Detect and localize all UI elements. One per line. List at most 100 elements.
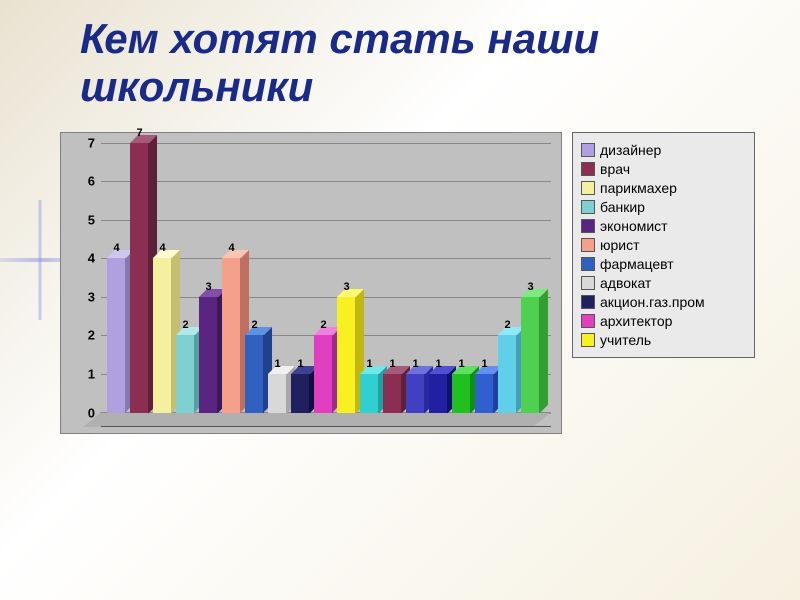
legend-item: ■дизайнер [581,142,746,158]
bar-value-label: 4 [113,242,119,254]
bar: 1 [291,374,310,413]
bar-value-label: 1 [366,358,372,370]
bar-value-label: 2 [504,319,510,331]
title-line-2: школьники [80,63,313,110]
bar-value-label: 2 [182,319,188,331]
legend-label: фармацевт [600,256,674,272]
y-tick-label: 5 [61,212,95,227]
bar-front [337,297,356,413]
legend-swatch [581,219,595,233]
bar-value-label: 3 [343,281,349,293]
bar-value-label: 1 [389,358,395,370]
bar-value-label: 2 [320,319,326,331]
bar-front [268,374,287,413]
bar-value-label: 4 [228,242,234,254]
bar-front [498,335,517,412]
legend-item: ■врач [581,161,746,177]
slide: Кем хотят стать наши школьники 01234567 … [60,15,775,575]
bar-front [383,374,402,413]
bar-value-label: 1 [412,358,418,370]
bar-front [130,143,149,413]
bar-front [521,297,540,413]
legend-swatch [581,238,595,252]
legend-item: ■акцион.газ.пром [581,294,746,310]
bar-front [314,335,333,412]
legend-item: ■учитель [581,332,746,348]
content-row: 01234567 4742342112311111123 ■дизайнер■в… [60,132,775,434]
y-tick-label: 3 [61,289,95,304]
bar: 2 [314,335,333,412]
legend: ■дизайнер■врач■парикмахер■банкир■экономи… [572,132,755,358]
bar-front [176,335,195,412]
legend-label: парикмахер [600,180,677,196]
legend-swatch [581,257,595,271]
bar-front [475,374,494,413]
bar-front [153,258,172,412]
legend-swatch [581,143,595,157]
bar: 1 [383,374,402,413]
y-tick-label: 7 [61,135,95,150]
bar-value-label: 2 [251,319,257,331]
bar-front [452,374,471,413]
bar-side [540,289,548,413]
legend-label: акцион.газ.пром [600,294,705,310]
legend-item: ■банкир [581,199,746,215]
bar-front [429,374,448,413]
bar: 1 [475,374,494,413]
bar-value-label: 3 [527,281,533,293]
bars-container: 4742342112311111123 [101,143,551,413]
legend-label: архитектор [600,313,672,329]
legend-item: ■экономист [581,218,746,234]
bar: 1 [452,374,471,413]
bar-value-label: 1 [481,358,487,370]
bar: 2 [176,335,195,412]
bar: 2 [498,335,517,412]
legend-label: адвокат [600,275,651,291]
legend-swatch [581,162,595,176]
legend-label: врач [600,161,630,177]
legend-label: учитель [600,332,651,348]
chart-floor [83,412,551,427]
bar: 3 [199,297,218,413]
legend-item: ■фармацевт [581,256,746,272]
bar: 2 [245,335,264,412]
bar-front [406,374,425,413]
legend-swatch [581,295,595,309]
bar-value-label: 1 [274,358,280,370]
legend-swatch [581,276,595,290]
legend-item: ■архитектор [581,313,746,329]
legend-swatch [581,314,595,328]
y-tick-label: 1 [61,367,95,382]
legend-item: ■юрист [581,237,746,253]
plot-area: 4742342112311111123 [101,143,551,413]
bar-front [107,258,126,412]
legend-swatch [581,200,595,214]
y-tick-label: 4 [61,251,95,266]
bar-front [199,297,218,413]
bar: 4 [222,258,241,412]
legend-swatch [581,181,595,195]
bar: 1 [406,374,425,413]
bar-value-label: 1 [458,358,464,370]
bar-value-label: 1 [297,358,303,370]
legend-label: дизайнер [600,142,661,158]
bar-front [245,335,264,412]
legend-item: ■адвокат [581,275,746,291]
legend-label: банкир [600,199,645,215]
legend-swatch [581,333,595,347]
bar-front [222,258,241,412]
bar-front [291,374,310,413]
legend-label: экономист [600,218,668,234]
bar-front [360,374,379,413]
title-line-1: Кем хотят стать наши [80,15,599,62]
bar: 1 [268,374,287,413]
y-tick-label: 2 [61,328,95,343]
bar-chart: 01234567 4742342112311111123 [60,132,562,434]
bar: 7 [130,143,149,413]
x-axis [101,426,551,427]
page-title: Кем хотят стать наши школьники [80,15,775,112]
bar-value-label: 7 [136,127,142,139]
bar-value-label: 1 [435,358,441,370]
bar: 4 [153,258,172,412]
bar-value-label: 4 [159,242,165,254]
